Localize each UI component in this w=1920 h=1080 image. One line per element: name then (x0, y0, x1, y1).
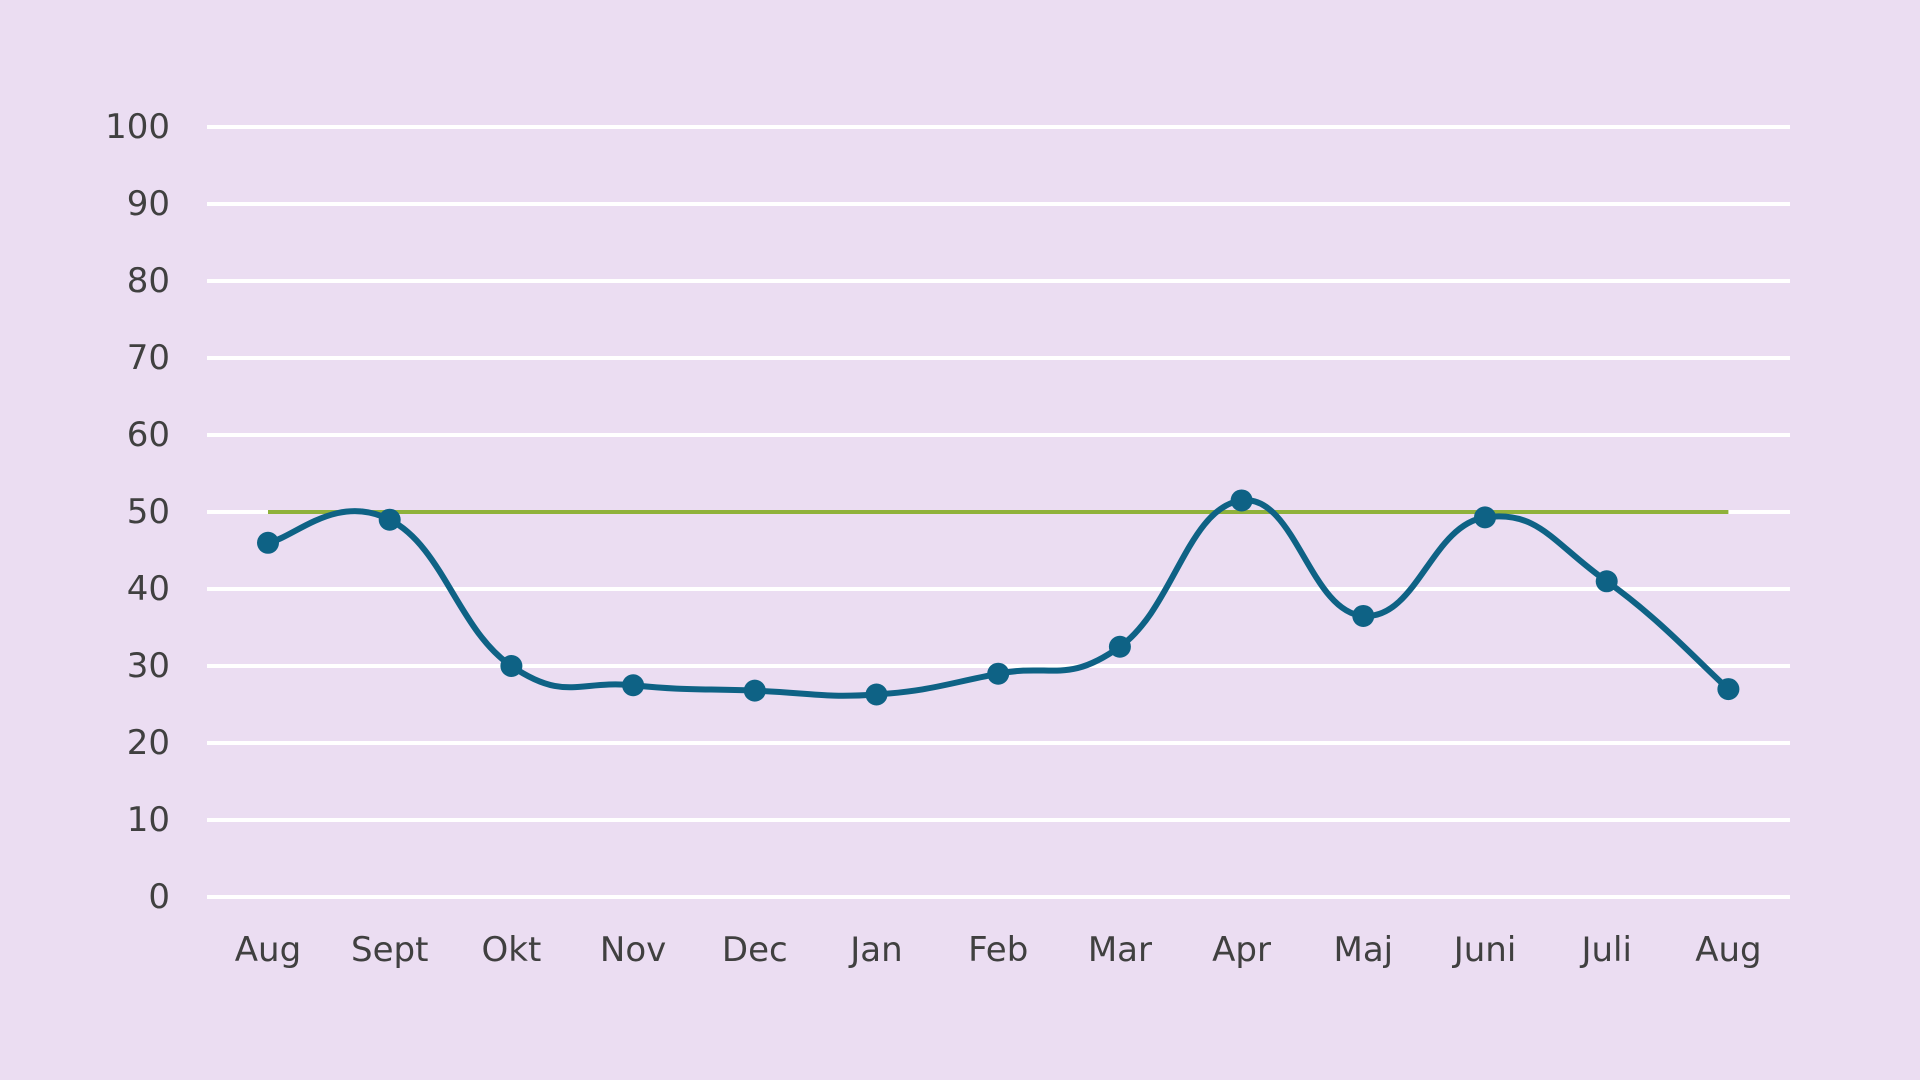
y-tick-label: 100 (105, 107, 170, 147)
y-tick-label: 70 (127, 338, 170, 378)
data-point-okt-2 (500, 655, 523, 677)
x-tick-label: Maj (1333, 930, 1393, 970)
x-tick-label: Aug (235, 930, 301, 970)
x-tick-label: Juli (1579, 930, 1631, 970)
data-point-markers (257, 489, 1740, 706)
data-point-juni-10 (1474, 506, 1496, 529)
y-tick-label: 0 (148, 877, 170, 917)
data-point-maj-9 (1352, 604, 1375, 627)
data-point-dec-4 (743, 679, 766, 702)
y-tick-label: 30 (127, 646, 170, 686)
y-tick-label: 20 (127, 723, 170, 763)
y-tick-label: 80 (127, 261, 170, 301)
data-point-juli-11 (1595, 570, 1618, 593)
y-tick-label: 40 (127, 569, 170, 609)
data-point-sept-1 (378, 508, 401, 531)
x-tick-label: Mar (1088, 930, 1152, 970)
y-tick-label: 10 (127, 800, 170, 840)
data-point-aug-0 (257, 531, 279, 554)
data-point-jan-5 (865, 683, 888, 706)
y-tick-label: 60 (127, 415, 170, 455)
x-tick-label: Feb (968, 930, 1028, 970)
x-tick-label: Nov (600, 930, 666, 970)
x-tick-label: Okt (482, 930, 542, 970)
x-tick-label: Jan (848, 930, 902, 970)
data-point-mar-7 (1108, 635, 1131, 658)
x-tick-label: Sept (351, 930, 428, 970)
data-point-nov-3 (622, 674, 645, 697)
y-axis-tick-labels: 0 10 20 30 40 50 60 70 80 90 100 (105, 107, 170, 917)
x-tick-label: Aug (1695, 930, 1761, 970)
data-point-apr-8 (1230, 489, 1253, 512)
y-tick-label: 50 (127, 492, 170, 532)
x-axis-tick-labels: Aug Sept Okt Nov Dec Jan Feb Mar Apr Maj Juni Juli A… (235, 930, 1762, 970)
data-point-aug-12 (1717, 678, 1740, 701)
x-tick-label: Dec (722, 930, 788, 970)
data-point-feb-6 (987, 662, 1010, 685)
x-tick-label: Apr (1212, 930, 1271, 970)
y-tick-label: 90 (127, 184, 170, 224)
x-tick-label: Juni (1452, 930, 1517, 970)
